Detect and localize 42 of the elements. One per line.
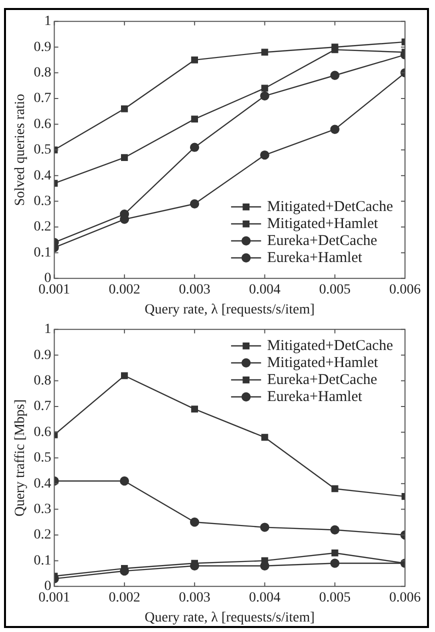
y-tick-label: 0.4 [34, 476, 52, 492]
x-tick-label: 0.004 [248, 590, 280, 606]
x-axis-title: Query rate, λ [requests/s/item] [144, 302, 315, 318]
legend-label: Eureka+Hamlet [267, 250, 363, 266]
y-tick-label: 0.8 [34, 65, 52, 80]
y-axis-title: Query traffic [Mbps] [13, 399, 28, 516]
legend-label: Eureka+DetCache [267, 372, 378, 388]
y-tick-label: 0.9 [34, 348, 52, 363]
x-tick-label: 0.006 [389, 282, 421, 298]
y-tick-label: 0.2 [34, 220, 52, 235]
legend-label: Mitigated+DetCache [267, 198, 394, 215]
x-tick-label: 0.005 [319, 282, 351, 298]
y-tick-label: 0.5 [34, 142, 52, 158]
x-tick-label: 0.005 [319, 590, 351, 606]
y-tick-label: 0.3 [34, 502, 52, 517]
y-tick-label: 0.4 [34, 168, 52, 184]
legend-label: Mitigated+DetCache [267, 338, 394, 354]
y-tick-label: 0.7 [34, 91, 52, 106]
y-tick-label: 0.3 [34, 194, 52, 209]
x-axis-title: Query rate, λ [requests/s/item] [144, 610, 315, 626]
y-tick-label: 0.1 [34, 245, 52, 260]
x-tick-label: 0.003 [178, 282, 210, 298]
y-tick-label: 0.6 [34, 424, 52, 440]
legend-label: Mitigated+Hamlet [267, 216, 379, 232]
legend-label: Mitigated+Hamlet [267, 354, 379, 371]
y-tick-label: 0.9 [34, 40, 52, 55]
y-tick-label: 0.5 [34, 450, 52, 466]
y-axis-title: Solved queries ratio [13, 94, 28, 206]
y-tick-label: 1 [44, 14, 52, 30]
y-tick-label: 1 [44, 322, 52, 338]
x-tick-label: 0.004 [248, 282, 280, 298]
legend-label: Eureka+DetCache [267, 232, 378, 249]
x-tick-label: 0.002 [108, 282, 140, 298]
y-tick-label: 0.2 [34, 528, 52, 543]
y-tick-label: 0.7 [34, 399, 52, 414]
y-tick-label: 0.8 [34, 373, 52, 388]
legend-label: Eureka+Hamlet [267, 388, 363, 405]
x-tick-label: 0.002 [108, 590, 140, 606]
y-tick-label: 0.6 [34, 116, 52, 132]
x-tick-label: 0.006 [389, 590, 421, 606]
y-tick-label: 0.1 [34, 553, 52, 568]
x-tick-label: 0.003 [178, 590, 210, 606]
